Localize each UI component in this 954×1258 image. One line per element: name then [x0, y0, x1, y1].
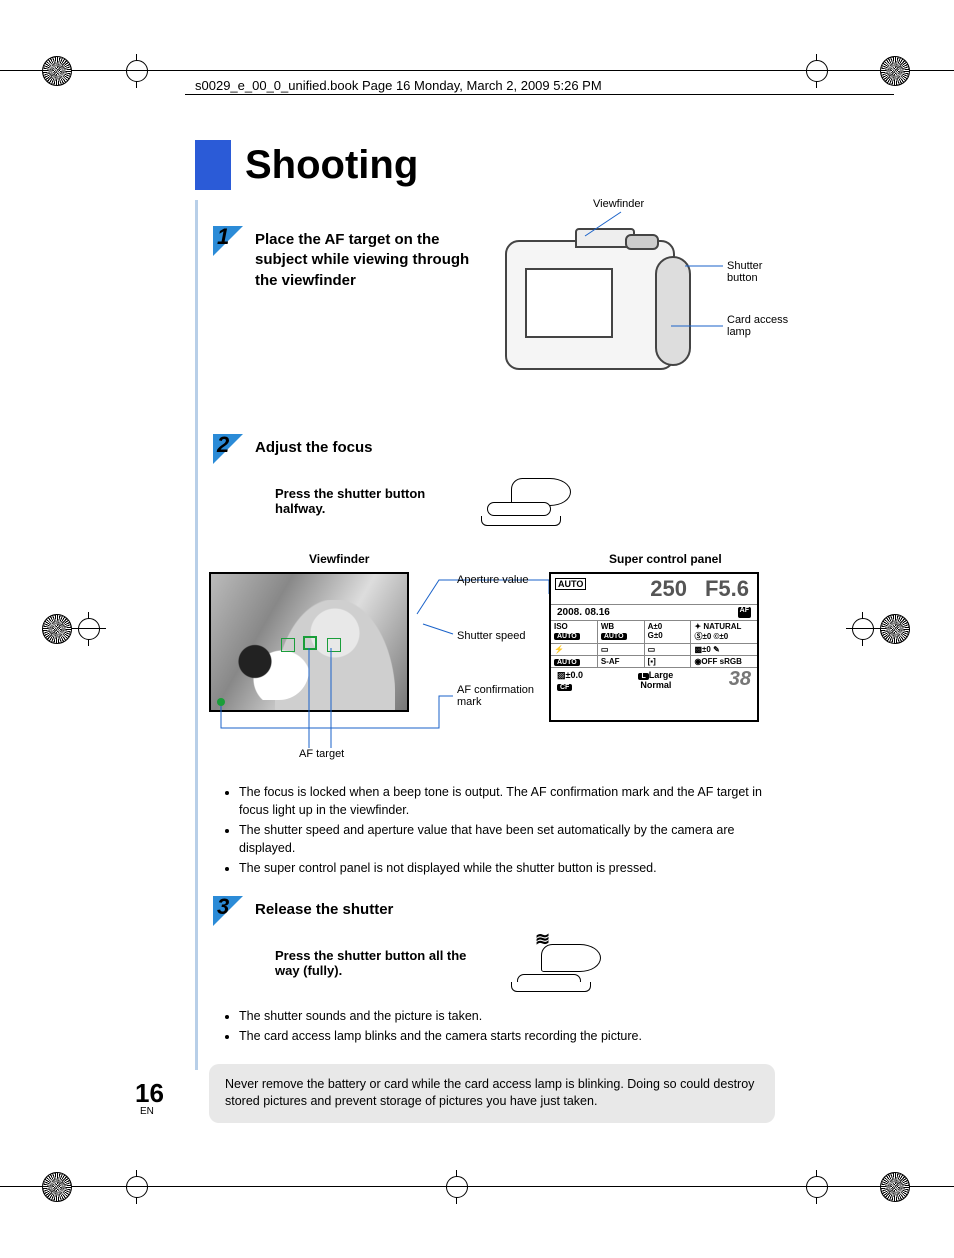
viewfinder-heading: Viewfinder	[309, 552, 369, 566]
reg-mark	[880, 1172, 910, 1202]
bullet: The super control panel is not displayed…	[239, 860, 775, 878]
bullet: The shutter sounds and the picture is ta…	[239, 1008, 775, 1026]
reg-mark	[42, 614, 72, 644]
half-press-icon	[475, 474, 585, 534]
full-press-icon: ≋	[505, 940, 615, 1000]
scp-auto-badge: AUTO	[555, 578, 586, 590]
scp-shutter: 250	[650, 576, 687, 602]
annot-afmark: AF confirmation mark	[457, 684, 547, 708]
reg-mark	[72, 612, 106, 646]
focus-bullets: The focus is locked when a beep tone is …	[225, 784, 775, 878]
step-number: 2	[217, 432, 229, 458]
callout-viewfinder: Viewfinder	[593, 198, 644, 210]
scp-aperture: F5.6	[705, 576, 749, 602]
scp-date: 2008. 08.16	[557, 607, 610, 618]
reg-mark	[120, 54, 154, 88]
page-number: 16	[135, 1078, 164, 1109]
af-target-right	[327, 638, 341, 652]
af-confirmation-dot	[217, 698, 225, 706]
step-number: 3	[217, 894, 229, 920]
scp-count: 38	[729, 670, 751, 691]
step-title: Release the shutter	[255, 900, 485, 920]
release-bullets: The shutter sounds and the picture is ta…	[225, 1008, 775, 1046]
camera-diagram: Viewfinder Shutter button Card access la…	[475, 210, 775, 410]
reg-mark	[846, 612, 880, 646]
sound-waves-icon: ≋	[535, 934, 550, 945]
af-target-left	[281, 638, 295, 652]
callout-lamp: Card access lamp	[727, 314, 797, 338]
header-text: s0029_e_00_0_unified.book Page 16 Monday…	[195, 78, 602, 93]
scp-cf: CF	[557, 684, 572, 691]
scp-heading: Super control panel	[609, 552, 722, 566]
reg-mark	[800, 54, 834, 88]
reg-mark	[800, 1170, 834, 1204]
reg-mark	[42, 56, 72, 86]
annot-aperture: Aperture value	[457, 574, 529, 586]
callout-shutter: Shutter button	[727, 260, 775, 284]
reg-mark	[880, 614, 910, 644]
af-target-center	[303, 636, 317, 650]
bullet: The shutter speed and aperture value tha…	[239, 822, 775, 857]
page-title: Shooting	[245, 143, 418, 188]
scp-af-badge: AF	[738, 607, 751, 618]
title-accent-block	[195, 140, 231, 190]
warning-box: Never remove the battery or card while t…	[209, 1064, 775, 1123]
page-lang: EN	[140, 1106, 154, 1117]
viewfinder-panel-section: Viewfinder Super control panel 5.6 250	[209, 552, 775, 772]
scp-grid: ISOAUTO WBAUTO A±0G±0 ✦ NATURALⓈ±0 ©±0 ⚡…	[551, 621, 757, 668]
step-title: Place the AF target on the subject while…	[255, 230, 485, 291]
bullet: The focus is locked when a beep tone is …	[239, 784, 775, 819]
reg-mark	[42, 1172, 72, 1202]
viewfinder-image: 5.6 250	[209, 572, 409, 712]
annot-aftarget: AF target	[299, 748, 344, 760]
reg-mark	[440, 1170, 474, 1204]
step-subnote: Press the shutter button all the way (fu…	[275, 948, 475, 978]
super-control-panel: AUTO 250 F5.6 2008. 08.16 AF ISOAUTO WBA…	[549, 572, 759, 722]
reg-mark	[120, 1170, 154, 1204]
step-number: 1	[217, 224, 229, 250]
header-rule	[185, 94, 894, 95]
reg-mark	[880, 56, 910, 86]
bullet: The card access lamp blinks and the came…	[239, 1028, 775, 1046]
annot-shutter: Shutter speed	[457, 630, 526, 642]
step-subnote: Press the shutter button halfway.	[275, 486, 475, 516]
step-title: Adjust the focus	[255, 438, 485, 458]
